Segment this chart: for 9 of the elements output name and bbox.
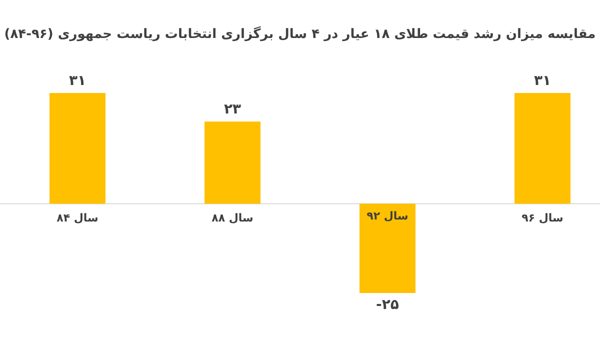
x-tick-label: سال ۸۴ xyxy=(56,212,98,225)
data-label: ۳۱ xyxy=(534,73,552,89)
data-label: ۳۱ xyxy=(68,73,86,89)
x-tick-label: سال ۹۶ xyxy=(522,212,564,225)
chart-title: مقایسه میزان رشد قیمت طلای ۱۸ عیار در ۴ سال برگزاری انتخابات ریاست جمهوری (۹۶-۸۴) xyxy=(4,26,596,42)
data-label: ۲۳ xyxy=(224,102,242,118)
x-tick-label: سال ۸۸ xyxy=(212,212,254,225)
data-label: -۲۵ xyxy=(376,297,400,313)
x-tick-label: سال ۹۲ xyxy=(366,210,408,223)
